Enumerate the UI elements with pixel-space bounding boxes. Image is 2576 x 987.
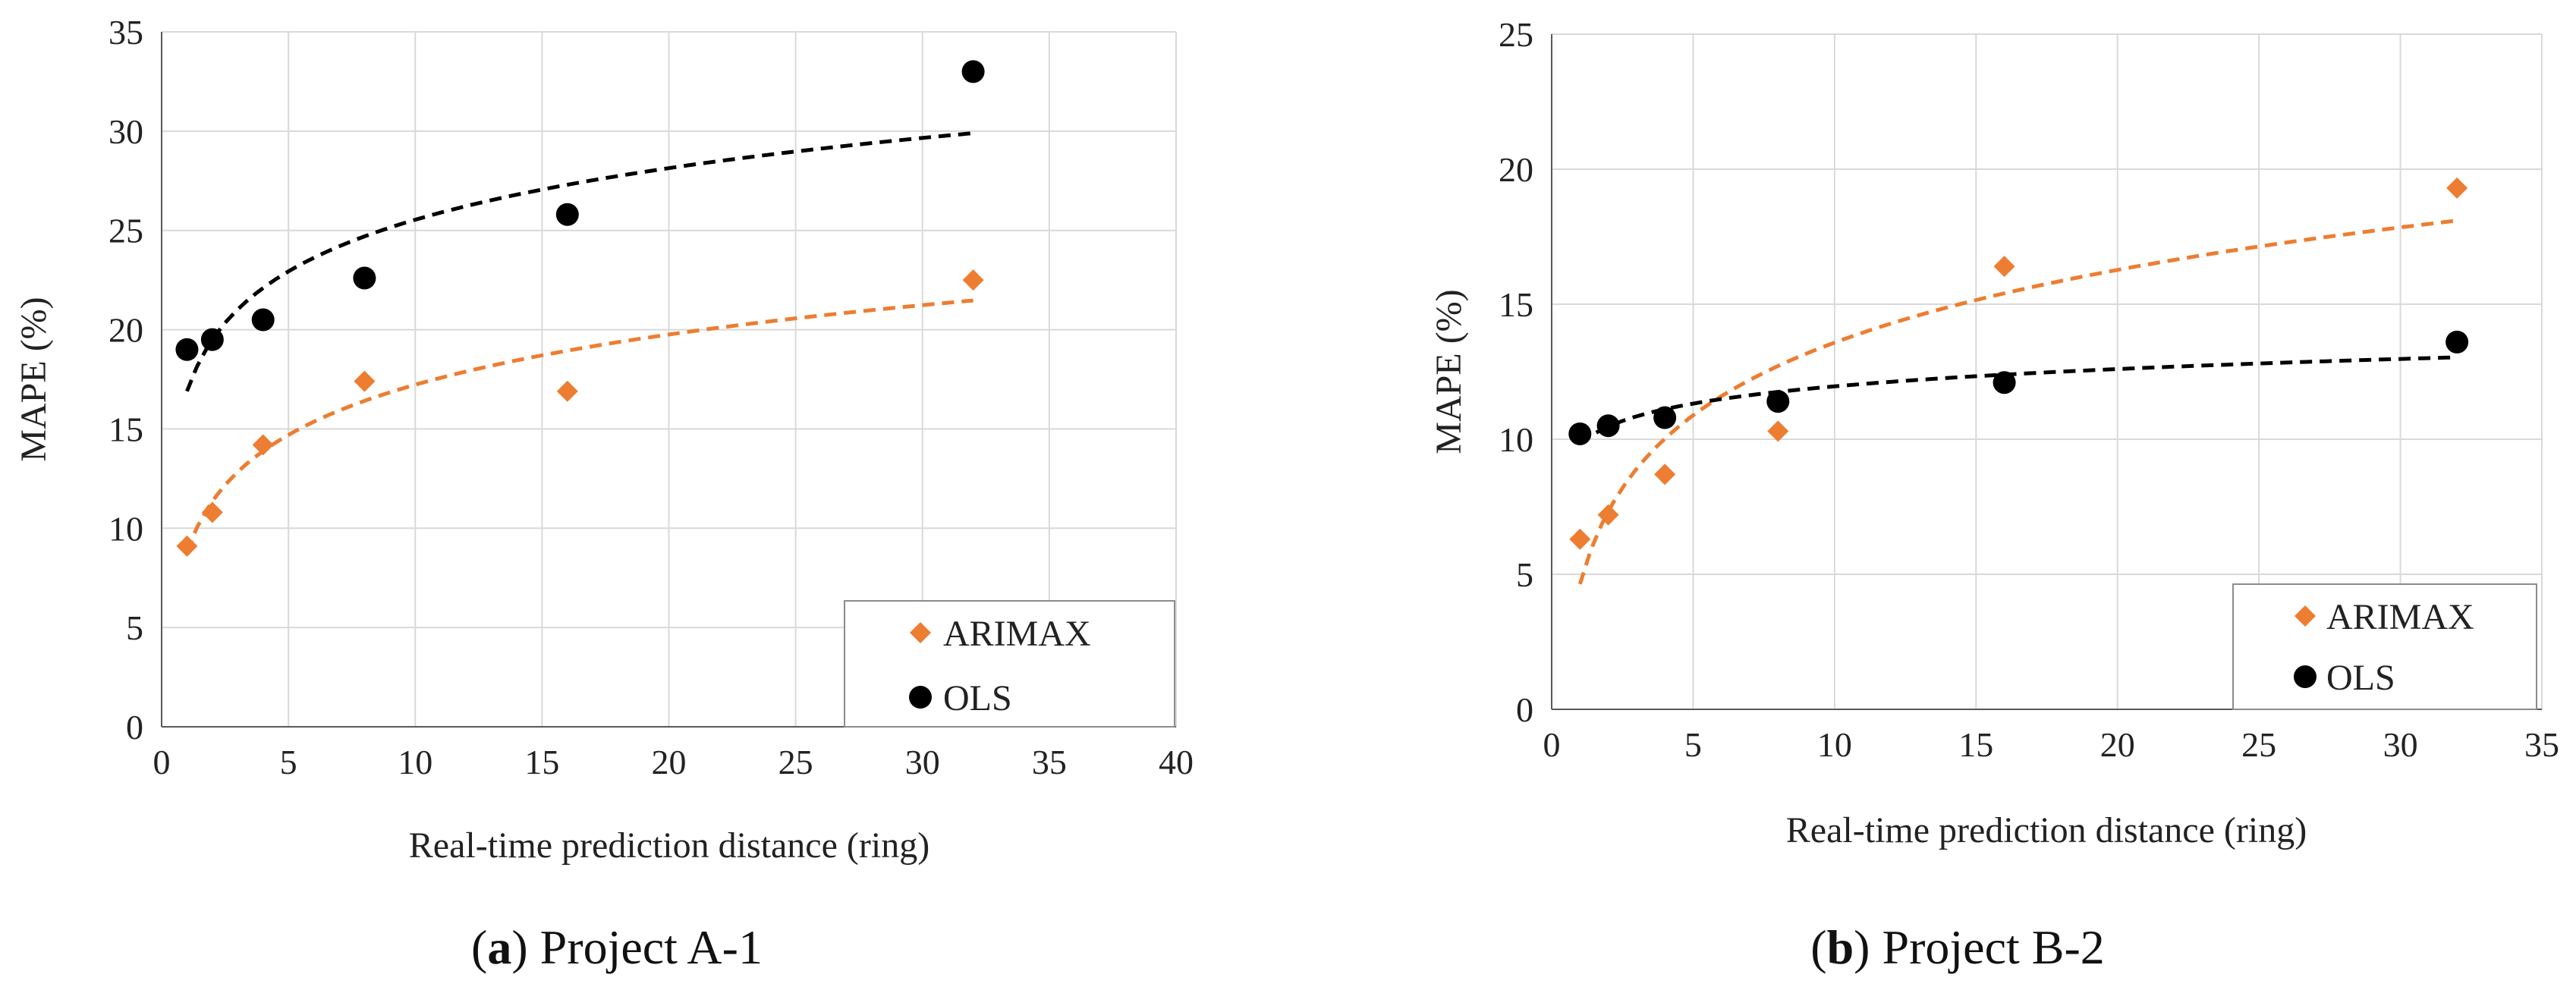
y-tick-label: 5 (1516, 555, 1533, 594)
x-tick-label: 40 (1159, 743, 1194, 781)
arimax-point (1597, 504, 1619, 526)
arimax-point (556, 380, 578, 402)
x-tick-labels-a: 0 5 10 15 20 25 30 35 40 (153, 743, 1194, 781)
y-tick-label: 35 (109, 13, 143, 52)
arimax-point (354, 370, 376, 392)
y-tick-label: 25 (109, 212, 143, 250)
legend-arimax-marker-a (910, 622, 931, 643)
x-tick-label: 10 (1817, 725, 1852, 764)
y-tick-label: 10 (109, 509, 143, 548)
x-tick-label: 15 (524, 743, 559, 781)
caption-title-b: Project B-2 (1882, 920, 2104, 974)
x-tick-label: 30 (2383, 725, 2418, 764)
x-tick-label: 30 (905, 743, 940, 781)
arimax-trendline (1577, 218, 2458, 585)
legend-ols-marker-b (2294, 665, 2317, 688)
y-axis-title-a: MAPE (%) (14, 297, 54, 461)
x-tick-label: 25 (778, 743, 813, 781)
x-tick-label: 5 (280, 743, 297, 781)
x-tick-label: 10 (398, 743, 432, 781)
arimax-point (252, 434, 274, 456)
trendlines-b (1577, 218, 2458, 585)
data-points-a (175, 60, 985, 557)
trendlines-a (185, 131, 973, 552)
x-tick-label: 20 (2100, 725, 2135, 764)
arimax-point (2446, 177, 2468, 199)
ols-point (200, 328, 224, 351)
ols-point (1653, 406, 1677, 429)
x-tick-labels-b: 0 5 10 15 20 25 30 35 (1543, 725, 2560, 764)
legend-ols-label-b: OLS (2326, 658, 2395, 698)
legend-ols-marker-a (909, 686, 932, 709)
x-tick-label: 0 (1543, 725, 1561, 764)
legend-a: ARIMAX OLS (844, 600, 1175, 728)
y-tick-label: 20 (1499, 150, 1533, 189)
y-tick-label: 20 (109, 311, 143, 350)
y-tick-labels-a: 0 5 10 15 20 25 30 35 (109, 13, 143, 747)
legend-box-b (2232, 583, 2537, 710)
ols-point (353, 266, 376, 290)
y-tick-labels-b: 0 5 10 15 20 25 (1499, 15, 1533, 729)
x-tick-label: 35 (1032, 743, 1067, 781)
arimax-point (1654, 464, 1676, 486)
ols-point (1568, 422, 1592, 445)
ols-trendline (1578, 355, 2458, 445)
ols-point (555, 203, 579, 226)
ols-point (251, 308, 275, 332)
y-tick-label: 30 (109, 112, 143, 151)
caption-letter-b: b (1827, 920, 1854, 974)
caption-a: (a) Project A-1 (471, 920, 763, 974)
chart-panel-b: 0 5 10 15 20 25 30 35 0 5 10 15 20 25 Real-time pred… (1429, 15, 2559, 974)
x-axis-title-a: Real-time prediction distance (ring) (409, 825, 929, 866)
arimax-point (176, 535, 198, 557)
y-tick-label: 25 (1499, 15, 1533, 54)
arimax-trendline (185, 298, 973, 552)
y-tick-label: 10 (1499, 420, 1533, 459)
gridlines-a (162, 31, 1177, 727)
ols-trendline (185, 131, 973, 392)
x-tick-label: 20 (652, 743, 687, 781)
ols-point (175, 338, 199, 361)
caption-letter-a: a (487, 920, 511, 974)
x-tick-label: 25 (2241, 725, 2276, 764)
legend-arimax-label-a: ARIMAX (943, 614, 1091, 654)
ols-point (1993, 371, 2016, 394)
legend-arimax-label-b: ARIMAX (2326, 597, 2474, 637)
arimax-point (962, 269, 984, 291)
caption-title-a: Project A-1 (540, 920, 763, 974)
x-axis-title-b: Real-time prediction distance (ring) (1786, 810, 2307, 850)
y-tick-label: 0 (126, 708, 143, 747)
y-tick-label: 5 (126, 608, 143, 647)
y-tick-label: 0 (1516, 690, 1533, 729)
legend-b: ARIMAX OLS (2232, 583, 2537, 710)
ols-point (2445, 330, 2469, 354)
arimax-point (1993, 256, 2015, 278)
arimax-point (201, 501, 223, 523)
arimax-point (1569, 528, 1591, 550)
ols-point (961, 60, 985, 83)
x-tick-label: 0 (153, 743, 171, 781)
caption-b: (b) Project B-2 (1810, 920, 2105, 974)
x-tick-label: 15 (1958, 725, 1993, 764)
ols-point (1596, 414, 1620, 438)
x-tick-label: 35 (2524, 725, 2559, 764)
y-tick-label: 15 (109, 410, 143, 448)
chart-panel-a: 0 5 10 15 20 25 30 35 40 0 5 10 15 20 25 30 35 Real-tim… (14, 13, 1194, 974)
y-axis-title-b: MAPE (%) (1429, 289, 1469, 454)
legend-box-a (844, 600, 1175, 728)
x-tick-label: 5 (1684, 725, 1702, 764)
y-tick-label: 15 (1499, 285, 1533, 324)
legend-arimax-marker-b (2294, 605, 2316, 627)
arimax-point (1767, 420, 1789, 442)
legend-ols-label-a: OLS (943, 678, 1012, 718)
data-points-b (1568, 177, 2469, 550)
ols-point (1766, 390, 1790, 413)
